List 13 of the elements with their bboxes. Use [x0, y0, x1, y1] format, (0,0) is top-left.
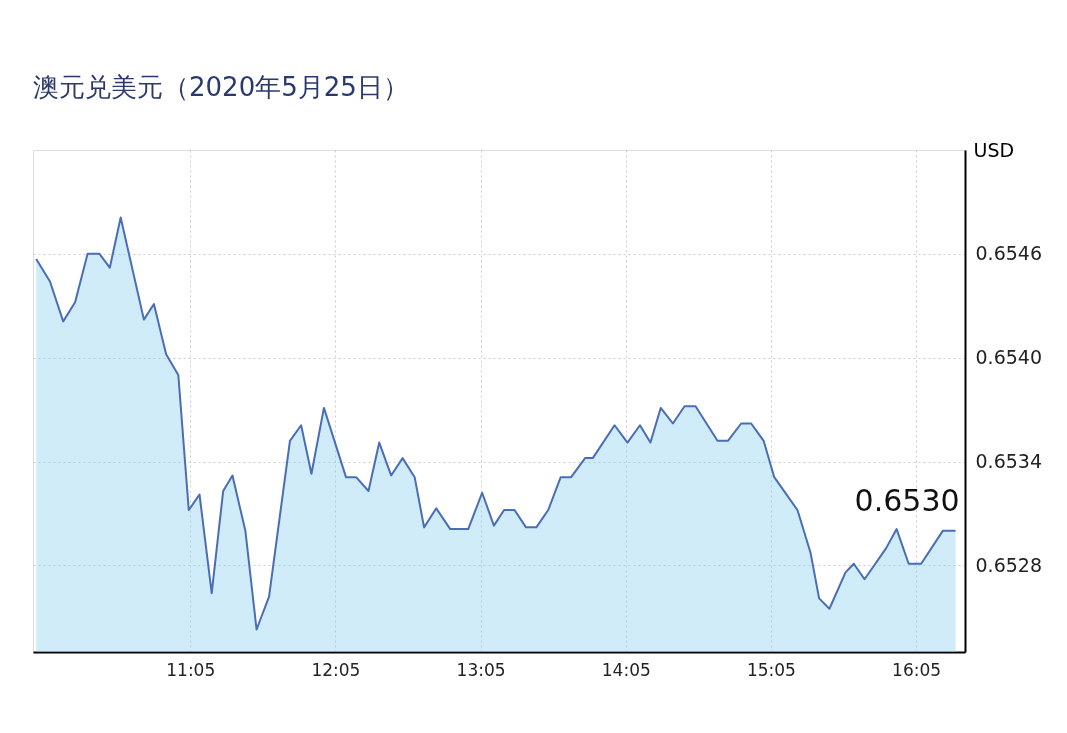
y-tick-label: 0.6528: [975, 553, 1042, 576]
annotation: 0.6530: [854, 482, 960, 518]
x-tick-label: 15:05: [746, 659, 796, 680]
x-tick-label: 16:05: [892, 659, 942, 680]
chart-title: 澳元兑美元（2020年5月25日）: [33, 72, 409, 102]
y-tick-label: 0.6546: [975, 242, 1042, 265]
x-tick-label: 11:05: [166, 659, 216, 680]
x-tick-label: 14:05: [601, 659, 651, 680]
y-tick-label: 0.6540: [975, 346, 1042, 369]
x-tick-label: 12:05: [311, 659, 361, 680]
x-tick-label: 13:05: [456, 659, 506, 680]
y-axis-title: USD: [973, 138, 1015, 161]
y-tick-label: 0.6534: [975, 450, 1042, 473]
